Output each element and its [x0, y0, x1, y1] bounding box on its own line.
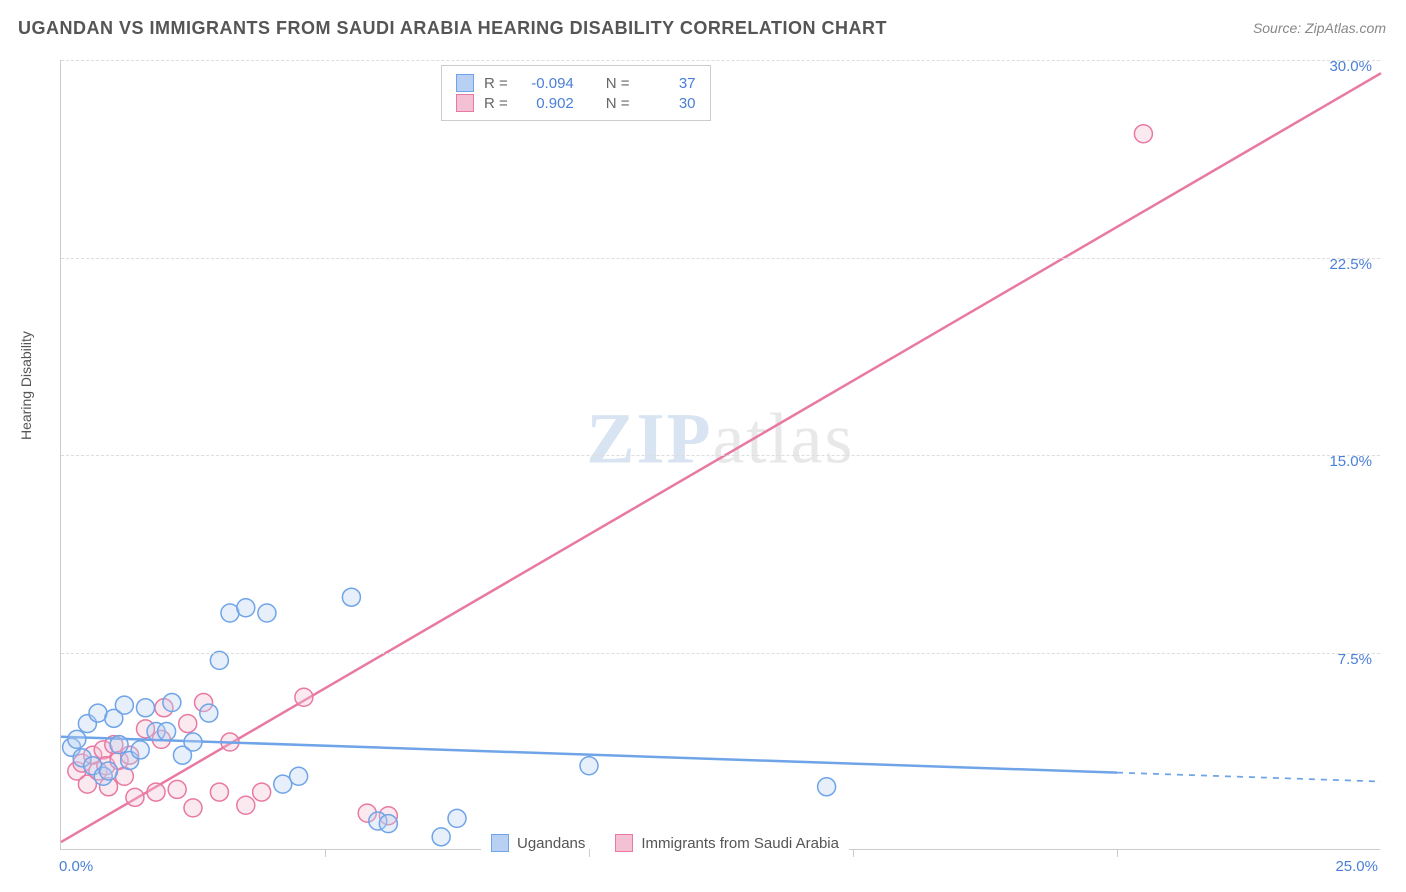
data-point — [253, 783, 271, 801]
data-point — [136, 699, 154, 717]
data-point — [126, 788, 144, 806]
gridline-h — [61, 455, 1380, 456]
data-point — [295, 688, 313, 706]
data-point — [168, 780, 186, 798]
data-point — [342, 588, 360, 606]
xtick-mark — [853, 849, 854, 857]
data-point — [147, 783, 165, 801]
data-point — [158, 723, 176, 741]
data-point — [210, 783, 228, 801]
data-point — [110, 736, 128, 754]
trendline-dashed — [1117, 773, 1381, 782]
data-point — [237, 599, 255, 617]
xtick-mark — [589, 849, 590, 857]
data-point — [68, 730, 86, 748]
data-point — [290, 767, 308, 785]
data-point — [200, 704, 218, 722]
trendline — [61, 73, 1381, 842]
xtick-label: 0.0% — [59, 858, 93, 875]
data-point — [237, 796, 255, 814]
data-point — [258, 604, 276, 622]
data-point — [163, 694, 181, 712]
data-point — [184, 733, 202, 751]
xtick-mark — [1117, 849, 1118, 857]
y-axis-label: Hearing Disability — [18, 331, 34, 440]
data-point — [131, 741, 149, 759]
plot-area: ZIPatlas R = -0.094 N = 37 R = 0.902 N =… — [60, 60, 1380, 850]
data-point — [184, 799, 202, 817]
source-prefix: Source: — [1253, 20, 1305, 36]
source-site: ZipAtlas.com — [1305, 20, 1386, 36]
data-point — [210, 651, 228, 669]
data-point — [432, 828, 450, 846]
data-point — [1134, 125, 1152, 143]
data-point — [379, 815, 397, 833]
data-point — [818, 778, 836, 796]
data-point — [580, 757, 598, 775]
data-point — [115, 696, 133, 714]
chart-title: UGANDAN VS IMMIGRANTS FROM SAUDI ARABIA … — [18, 18, 887, 39]
ytick-label: 22.5% — [1329, 256, 1372, 273]
data-point — [100, 762, 118, 780]
gridline-h — [61, 258, 1380, 259]
chart-container: UGANDAN VS IMMIGRANTS FROM SAUDI ARABIA … — [0, 0, 1406, 892]
data-point — [179, 715, 197, 733]
xtick-mark — [325, 849, 326, 857]
gridline-h — [61, 653, 1380, 654]
ytick-label: 7.5% — [1338, 651, 1372, 668]
gridline-h — [61, 60, 1380, 61]
source-attribution: Source: ZipAtlas.com — [1253, 20, 1386, 36]
ytick-label: 15.0% — [1329, 453, 1372, 470]
xtick-label: 25.0% — [1335, 858, 1378, 875]
ytick-label: 30.0% — [1329, 58, 1372, 75]
data-point — [448, 809, 466, 827]
